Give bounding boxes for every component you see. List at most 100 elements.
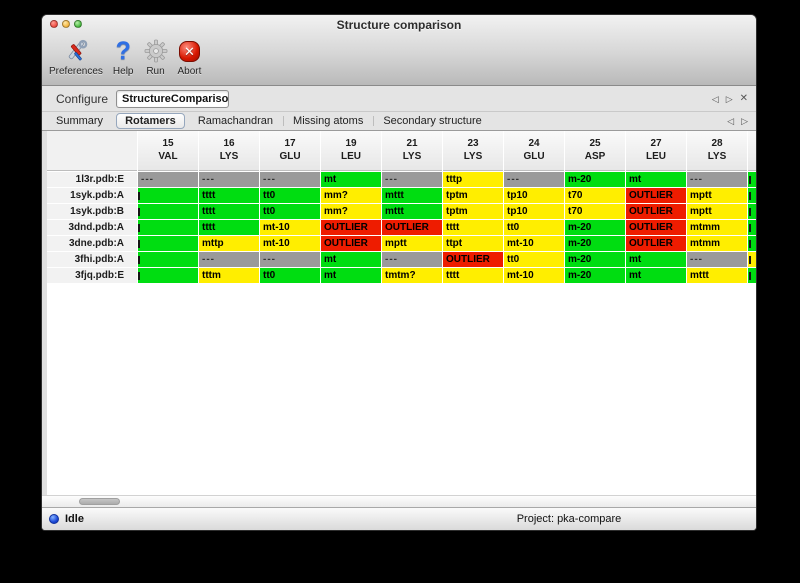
rotamer-cell[interactable]: mt: [321, 172, 381, 187]
rotamer-cell[interactable]: tp10: [504, 188, 564, 203]
rotamer-cell[interactable]: mttp: [199, 236, 259, 251]
rotamer-cell[interactable]: t70: [565, 204, 625, 219]
rotamer-cell[interactable]: OUTLIER: [626, 220, 686, 235]
prev-config-icon[interactable]: ◁: [711, 93, 719, 104]
tab-secondary-structure[interactable]: Secondary structure: [373, 114, 491, 128]
rotamer-cell[interactable]: OUTLIER: [443, 252, 503, 267]
rotamer-cell[interactable]: mm?: [321, 204, 381, 219]
prev-tab-icon[interactable]: ◁: [727, 116, 735, 126]
rotamer-cell[interactable]: OUTLIER: [626, 204, 686, 219]
row-label[interactable]: 1l3r.pdb:E: [47, 172, 137, 187]
close-window-button[interactable]: [50, 20, 58, 28]
close-config-icon[interactable]: ✕: [739, 92, 748, 104]
rotamer-cell[interactable]: ---: [687, 172, 747, 187]
rotamer-cell[interactable]: tt0: [260, 268, 320, 283]
rotamer-cell[interactable]: m-20: [565, 220, 625, 235]
rotamer-cell[interactable]: [138, 268, 198, 283]
row-label[interactable]: 1syk.pdb:B: [47, 204, 137, 219]
rotamer-cell[interactable]: mttt: [687, 268, 747, 283]
rotamer-cell[interactable]: tttt: [199, 220, 259, 235]
column-header-15[interactable]: 15 VAL: [138, 131, 198, 171]
row-label[interactable]: 1syk.pdb:A: [47, 188, 137, 203]
rotamer-cell[interactable]: ---: [382, 172, 442, 187]
row-label[interactable]: 3fhi.pdb:A: [47, 252, 137, 267]
column-header-28[interactable]: 28 LYS: [687, 131, 747, 171]
rotamer-cell[interactable]: mptt: [382, 236, 442, 251]
row-label[interactable]: 3dne.pdb:A: [47, 236, 137, 251]
run-button[interactable]: Run: [144, 37, 168, 77]
rotamer-cell[interactable]: OUTLIER: [626, 236, 686, 251]
rotamer-cell[interactable]: tttt: [199, 204, 259, 219]
rotamer-cell[interactable]: tttt: [443, 268, 503, 283]
rotamer-cell[interactable]: tttp: [443, 172, 503, 187]
rotamer-cell[interactable]: mtmm: [687, 220, 747, 235]
rotamer-cell[interactable]: OUTLIER: [626, 188, 686, 203]
scrollbar-thumb[interactable]: [79, 498, 120, 505]
rotamer-cell[interactable]: m-20: [565, 268, 625, 283]
rotamer-cell[interactable]: ---: [382, 252, 442, 267]
minimize-window-button[interactable]: [62, 20, 70, 28]
help-button[interactable]: ? Help: [113, 37, 134, 77]
rotamer-cell[interactable]: mtmm: [687, 236, 747, 251]
next-tab-icon[interactable]: ▷: [741, 116, 748, 126]
rotamer-cell[interactable]: tmtm?: [382, 268, 442, 283]
rotamer-cell[interactable]: mt-10: [504, 268, 564, 283]
column-header-24[interactable]: 24 GLU: [504, 131, 564, 171]
rotamer-cell[interactable]: ---: [199, 252, 259, 267]
rotamer-cell[interactable]: t70: [565, 188, 625, 203]
rotamer-cell[interactable]: mptt: [687, 188, 747, 203]
tab-ramachandran[interactable]: Ramachandran: [197, 115, 274, 127]
rotamer-cell[interactable]: tt0: [504, 220, 564, 235]
rotamer-cell[interactable]: ---: [504, 172, 564, 187]
rotamer-cell[interactable]: ---: [260, 252, 320, 267]
tab-summary[interactable]: Summary: [56, 115, 104, 127]
rotamer-cell[interactable]: [138, 188, 198, 203]
rotamer-cell[interactable]: tttt: [443, 220, 503, 235]
row-label[interactable]: 3fjq.pdb:E: [47, 268, 137, 283]
rotamer-cell[interactable]: tp10: [504, 204, 564, 219]
rotamer-cell[interactable]: tttt: [199, 188, 259, 203]
rotamer-cell[interactable]: mt: [321, 268, 381, 283]
column-header-19[interactable]: 19 LEU: [321, 131, 381, 171]
rotamer-cell[interactable]: [138, 204, 198, 219]
rotamer-cell[interactable]: OUTLIER: [321, 236, 381, 251]
rotamer-cell[interactable]: ---: [199, 172, 259, 187]
rotamer-cell[interactable]: mt: [321, 252, 381, 267]
horizontal-scrollbar[interactable]: [42, 495, 756, 507]
column-header-17[interactable]: 17 GLU: [260, 131, 320, 171]
next-config-icon[interactable]: ▷: [725, 93, 733, 104]
column-header-27[interactable]: 27 LEU: [626, 131, 686, 171]
preferences-button[interactable]: Preferences: [49, 37, 103, 77]
rotamer-cell[interactable]: mm?: [321, 188, 381, 203]
rotamer-cell[interactable]: mt-10: [260, 220, 320, 235]
rotamer-cell[interactable]: tptm: [443, 204, 503, 219]
rotamer-cell[interactable]: m-20: [565, 252, 625, 267]
rotamer-cell[interactable]: m-20: [565, 172, 625, 187]
rotamer-cell[interactable]: tttm: [199, 268, 259, 283]
rotamer-cell[interactable]: mttt: [382, 204, 442, 219]
column-header-25[interactable]: 25 ASP: [565, 131, 625, 171]
column-header-23[interactable]: 23 LYS: [443, 131, 503, 171]
rotamer-cell[interactable]: ---: [687, 252, 747, 267]
rotamer-cell[interactable]: mt-10: [504, 236, 564, 251]
rotamer-cell[interactable]: mttt: [382, 188, 442, 203]
rotamer-cell[interactable]: ---: [260, 172, 320, 187]
rotamer-cell[interactable]: OUTLIER: [321, 220, 381, 235]
rotamer-cell[interactable]: tt0: [504, 252, 564, 267]
column-header-21[interactable]: 21 LYS: [382, 131, 442, 171]
rotamer-cell[interactable]: OUTLIER: [382, 220, 442, 235]
tab-rotamers[interactable]: Rotamers: [116, 113, 185, 129]
rotamer-cell[interactable]: [138, 220, 198, 235]
rotamer-cell[interactable]: m-20: [565, 236, 625, 251]
configuration-name-field[interactable]: StructureComparison_1: [116, 89, 230, 108]
rotamer-cell[interactable]: tt0: [260, 204, 320, 219]
rotamer-cell[interactable]: mptt: [687, 204, 747, 219]
rotamer-cell[interactable]: tptm: [443, 188, 503, 203]
rotamer-cell[interactable]: ---: [138, 172, 198, 187]
rotamer-cell[interactable]: mt-10: [260, 236, 320, 251]
rotamer-cell[interactable]: ttpt: [443, 236, 503, 251]
rotamer-cell[interactable]: mt: [626, 172, 686, 187]
rotamer-cell[interactable]: tt0: [260, 188, 320, 203]
rotamer-cell[interactable]: mt: [626, 268, 686, 283]
rotamer-cell[interactable]: mt: [626, 252, 686, 267]
